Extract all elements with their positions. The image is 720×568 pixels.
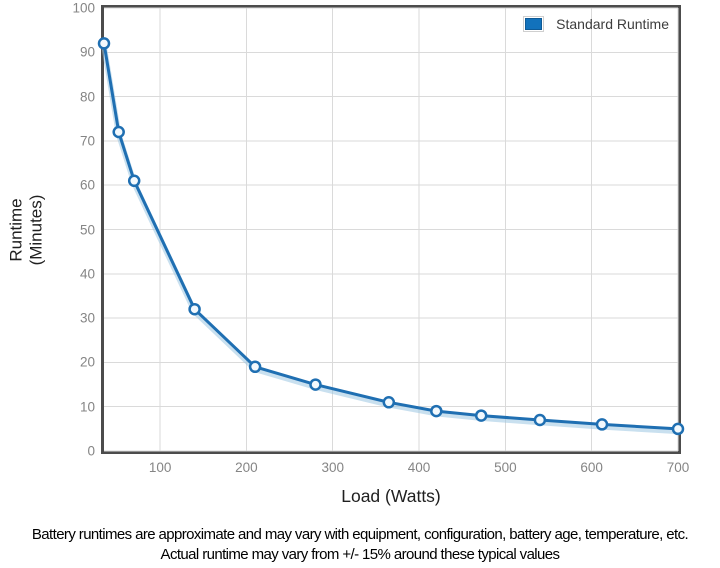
data-point-marker — [309, 378, 322, 391]
x-tick-label: 700 — [666, 460, 690, 475]
disclaimer-line2: Actual runtime may vary from +/- 15% aro… — [160, 545, 560, 563]
x-tick-label: 300 — [321, 460, 344, 475]
y-axis-title: Runtime (Minutes) — [7, 195, 48, 266]
y-tick-label: 60 — [79, 177, 95, 193]
y-tick-label: 80 — [79, 89, 95, 105]
x-tick-label: 600 — [580, 460, 603, 475]
data-point-marker — [97, 37, 111, 50]
series-line — [102, 41, 680, 431]
x-tick-label: 100 — [148, 460, 172, 475]
data-point-marker — [188, 302, 201, 316]
data-point-marker — [430, 404, 443, 418]
data-point-marker — [382, 396, 396, 409]
y-tick-label: 30 — [79, 310, 95, 326]
disclaimer-line1: Battery runtimes are approximate and may… — [31, 526, 689, 543]
data-point-marker — [127, 174, 141, 188]
y-tick-label: 20 — [79, 354, 95, 370]
plot-area: Standard Runtime — [97, 5, 685, 454]
x-axis-title: Load (Watts) — [341, 486, 441, 506]
legend-label: Standard Runtime — [556, 16, 669, 32]
x-tick-label: 200 — [235, 460, 258, 475]
data-point-marker — [595, 418, 609, 431]
y-tick-label: 70 — [79, 133, 95, 149]
disclaimer-text: Battery runtimes are approximate and may… — [0, 525, 720, 564]
y-axis-title-line1: Runtime — [6, 198, 26, 262]
y-tick-label: 100 — [72, 0, 95, 16]
y-tick-label: 50 — [79, 222, 95, 237]
y-tick-label: 90 — [79, 44, 95, 60]
y-axis-title-line2: (Minutes) — [27, 194, 46, 266]
data-point-marker — [671, 422, 685, 436]
x-tick-label: 500 — [494, 460, 517, 475]
runtime-curve-svg — [97, 7, 685, 452]
x-tick-label: 400 — [407, 460, 431, 475]
data-point-marker — [112, 125, 125, 139]
y-tick-label: 0 — [87, 443, 95, 459]
y-tick-label: 10 — [79, 399, 95, 415]
data-point-marker — [248, 360, 262, 374]
legend-swatch-frame — [523, 16, 545, 32]
legend: Standard Runtime — [519, 14, 673, 34]
data-point-marker — [474, 409, 488, 422]
data-point-marker — [533, 413, 547, 427]
legend-swatch-standard-runtime — [525, 18, 543, 30]
y-tick-label: 40 — [79, 266, 95, 282]
